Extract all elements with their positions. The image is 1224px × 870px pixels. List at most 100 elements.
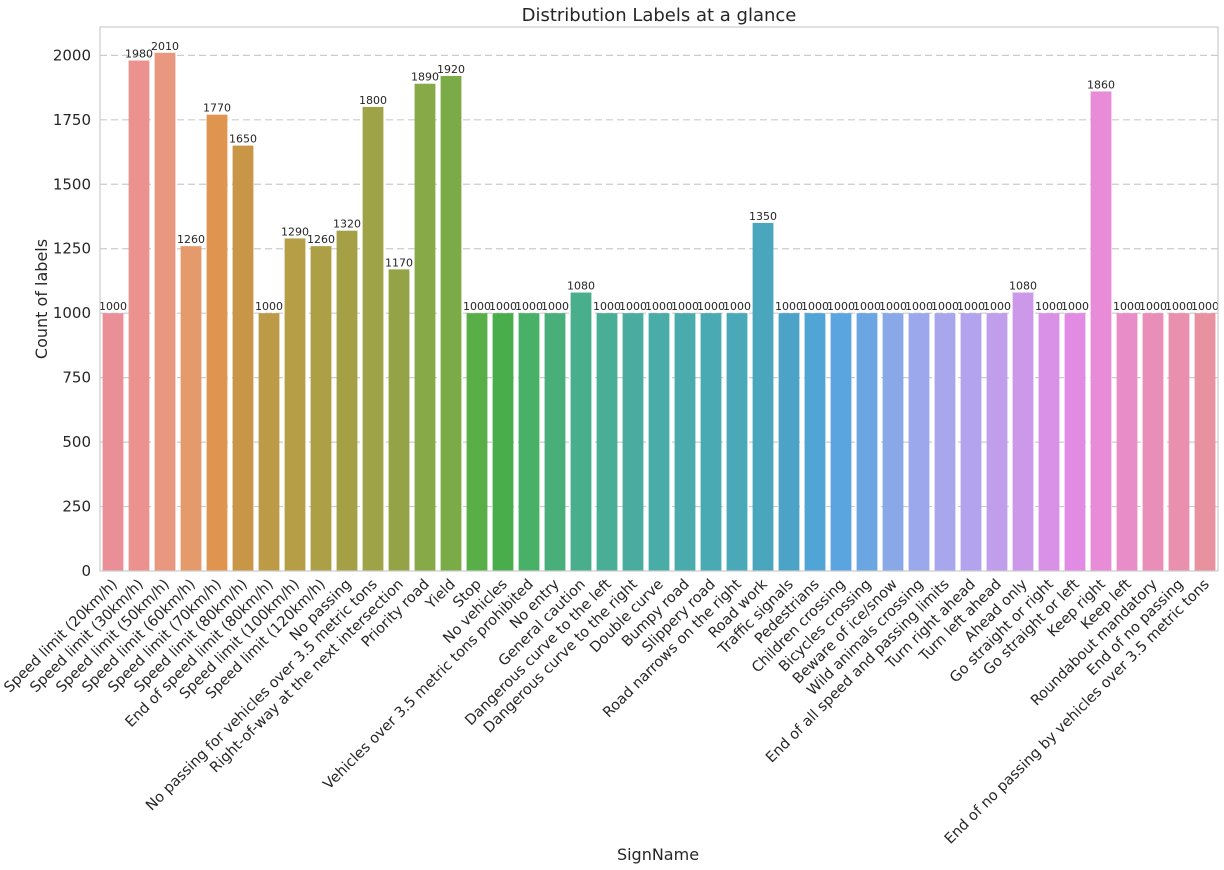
y-tick-label: 500 xyxy=(62,433,91,451)
bar xyxy=(154,52,176,572)
data-label: 1000 xyxy=(801,300,829,313)
bar xyxy=(544,313,566,571)
bar xyxy=(960,313,982,571)
data-label: 1290 xyxy=(281,225,309,238)
data-label: 1080 xyxy=(567,280,595,293)
bar xyxy=(934,313,956,571)
y-tick-label: 0 xyxy=(81,562,91,580)
data-label: 1000 xyxy=(1139,300,1167,313)
data-label: 1000 xyxy=(1035,300,1063,313)
bar xyxy=(206,114,228,572)
bar xyxy=(700,313,722,571)
y-tick-label: 1250 xyxy=(53,240,91,258)
data-label: 1080 xyxy=(1009,280,1037,293)
bar xyxy=(1090,91,1112,571)
bar xyxy=(232,145,254,571)
data-label: 1000 xyxy=(541,300,569,313)
data-label: 1000 xyxy=(255,300,283,313)
bar xyxy=(648,313,670,571)
bar xyxy=(1194,313,1216,571)
bar xyxy=(492,313,514,571)
bar xyxy=(1012,292,1034,571)
bar xyxy=(570,292,592,571)
y-tick-label: 2000 xyxy=(53,46,91,64)
bar xyxy=(856,313,878,571)
plot-frame xyxy=(99,26,1219,572)
bar xyxy=(778,313,800,571)
bars xyxy=(102,52,1216,572)
bar xyxy=(804,313,826,571)
data-labels: 1000198020101260177016501000129012601320… xyxy=(99,40,1219,313)
data-label: 1890 xyxy=(411,71,439,84)
chart-title: Distribution Labels at a glance xyxy=(522,5,797,26)
data-label: 1320 xyxy=(333,218,361,231)
data-label: 1920 xyxy=(437,63,465,76)
y-tick-label: 750 xyxy=(62,369,91,387)
bar xyxy=(466,313,488,571)
bar xyxy=(440,75,462,571)
data-label: 1000 xyxy=(671,300,699,313)
bar xyxy=(180,246,202,572)
data-label: 1000 xyxy=(1191,300,1219,313)
x-axis-title: SignName xyxy=(617,845,699,864)
x-tick-label: Yield xyxy=(422,577,458,613)
bar xyxy=(986,313,1008,571)
data-label: 1000 xyxy=(905,300,933,313)
bar xyxy=(336,230,358,571)
data-label: 1260 xyxy=(177,233,205,246)
bar xyxy=(362,106,384,572)
y-tick-labels: 0 250 500 750 1000 1250 1500 1750 2000 xyxy=(53,46,91,580)
data-label: 1000 xyxy=(775,300,803,313)
data-label: 1000 xyxy=(1061,300,1089,313)
x-tick-labels: Speed limit (20km/h)Speed limit (30km/h)… xyxy=(1,576,1212,847)
data-label: 1000 xyxy=(697,300,725,313)
data-label: 1000 xyxy=(1165,300,1193,313)
data-label: 1000 xyxy=(827,300,855,313)
bar xyxy=(830,313,852,571)
y-axis-title: Count of labels xyxy=(32,239,51,359)
data-label: 1800 xyxy=(359,94,387,107)
data-label: 1000 xyxy=(957,300,985,313)
y-tick-label: 1000 xyxy=(53,304,91,322)
data-label: 1000 xyxy=(593,300,621,313)
bar xyxy=(284,238,306,571)
data-label: 1000 xyxy=(931,300,959,313)
y-tick-label: 1750 xyxy=(53,111,91,129)
data-label: 1980 xyxy=(125,48,153,61)
data-label: 1000 xyxy=(619,300,647,313)
data-label: 1000 xyxy=(853,300,881,313)
data-label: 1000 xyxy=(723,300,751,313)
bar xyxy=(882,313,904,571)
bar xyxy=(1116,313,1138,571)
data-label: 1650 xyxy=(229,133,257,146)
data-label: 1770 xyxy=(203,102,231,115)
data-label: 1000 xyxy=(983,300,1011,313)
data-label: 2010 xyxy=(151,40,179,53)
data-label: 1170 xyxy=(385,256,413,269)
bar xyxy=(388,269,410,571)
data-label: 1000 xyxy=(515,300,543,313)
bar xyxy=(622,313,644,571)
bar xyxy=(726,313,748,571)
data-label: 1000 xyxy=(645,300,673,313)
bar xyxy=(258,313,280,571)
bar xyxy=(1064,313,1086,571)
bar xyxy=(596,313,618,571)
data-label: 1860 xyxy=(1087,78,1115,91)
data-label: 1260 xyxy=(307,233,335,246)
data-label: 1000 xyxy=(489,300,517,313)
y-tick-label: 250 xyxy=(62,498,91,516)
bar xyxy=(908,313,930,571)
bar xyxy=(414,83,436,571)
bar xyxy=(310,246,332,572)
bar xyxy=(674,313,696,571)
bar xyxy=(1142,313,1164,571)
y-tick-label: 1500 xyxy=(53,175,91,193)
bar xyxy=(1168,313,1190,571)
data-label: 1000 xyxy=(879,300,907,313)
bar xyxy=(102,313,124,571)
data-label: 1000 xyxy=(99,300,127,313)
bar xyxy=(752,222,774,572)
